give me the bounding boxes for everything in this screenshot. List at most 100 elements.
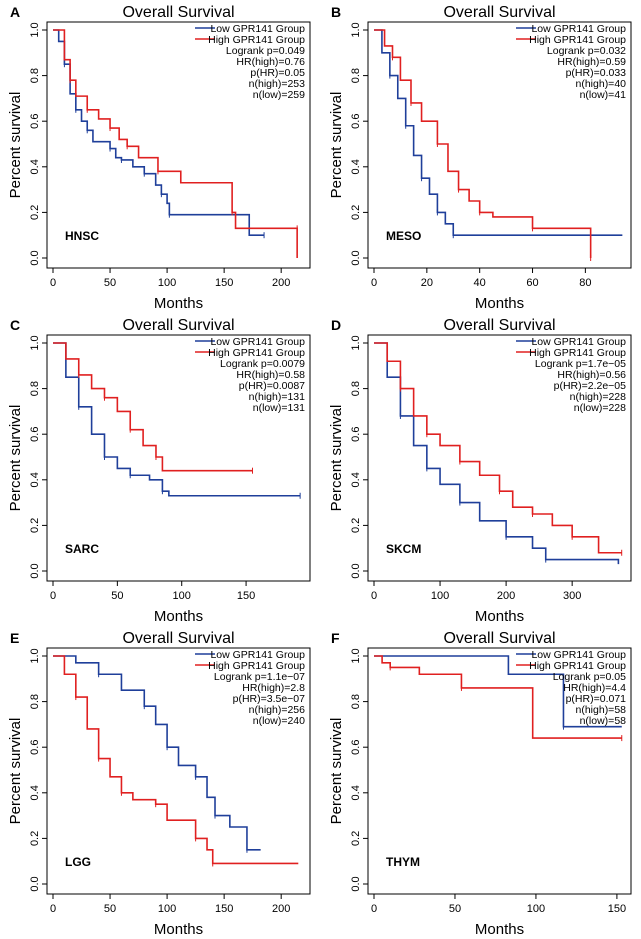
x-tick-label: 200 <box>497 590 515 602</box>
y-tick-label: 0.2 <box>350 831 362 846</box>
x-tick-label: 200 <box>272 903 290 915</box>
x-axis-label: Months <box>475 608 524 625</box>
y-tick-label: 0.6 <box>350 740 362 755</box>
x-axis-label: Months <box>154 608 203 625</box>
y-tick-label: 0.8 <box>350 68 362 83</box>
stat-label: p(HR)=0.071 <box>566 693 627 705</box>
y-tick-label: 0.0 <box>350 250 362 265</box>
x-tick-label: 200 <box>272 277 290 289</box>
stat-label: p(HR)=0.0087 <box>239 380 305 392</box>
chart-title: Overall Survival <box>122 630 234 647</box>
panel-c: C Overall Survival 0 50 100 150 0.0 0.2 0.4 0.6 0.… <box>0 313 320 626</box>
x-tick-label: 40 <box>474 277 486 289</box>
y-tick-label: 0.0 <box>350 563 362 578</box>
stat-label: n(high)=131 <box>249 391 305 403</box>
y-tick-label: 1.0 <box>29 22 41 37</box>
y-axis-label: Percent survival <box>7 405 24 512</box>
km-plot: E Overall Survival 0 50 100 150 200 0.0 0.2 0.4 0.… <box>7 630 311 938</box>
x-tick-label: 80 <box>579 277 591 289</box>
chart-title: Overall Survival <box>122 317 234 334</box>
y-tick-label: 0.4 <box>350 159 362 174</box>
y-tick-label: 0.6 <box>29 427 41 442</box>
stat-label: HR(high)=0.59 <box>557 56 626 68</box>
x-tick-label: 50 <box>111 590 123 602</box>
legend-entry: High GPR141 Group <box>529 660 626 672</box>
x-tick-label: 100 <box>158 903 176 915</box>
cancer-type-label: SKCM <box>386 542 421 556</box>
stat-label: n(low)=240 <box>253 715 305 727</box>
km-plot: F Overall Survival 0 50 100 150 0.0 0.2 0.4 0.6 0.… <box>328 630 632 938</box>
y-tick-label: 0.0 <box>350 876 362 891</box>
stat-label: n(low)=58 <box>580 715 627 727</box>
y-tick-label: 0.2 <box>29 205 41 220</box>
plot-frame <box>46 21 311 269</box>
y-axis-label: Percent survival <box>328 405 345 512</box>
chart-title: Overall Survival <box>122 4 234 21</box>
legend-entry: Low GPR141 Group <box>531 336 626 348</box>
panel-letter: E <box>10 630 19 646</box>
stat-label: n(high)=58 <box>576 704 627 716</box>
legend-entry: Low GPR141 Group <box>210 336 305 348</box>
y-tick-label: 0.8 <box>29 381 41 396</box>
y-tick-label: 0.8 <box>29 694 41 709</box>
y-tick-label: 0.6 <box>350 114 362 129</box>
legend-entry: High GPR141 Group <box>529 34 626 46</box>
legend-entry: High GPR141 Group <box>529 347 626 359</box>
low-group-curve <box>374 655 622 728</box>
x-tick-label: 300 <box>563 590 581 602</box>
cancer-type-label: SARC <box>65 542 99 556</box>
y-tick-label: 0.8 <box>350 694 362 709</box>
x-tick-label: 100 <box>173 590 191 602</box>
y-tick-label: 0.0 <box>29 250 41 265</box>
x-tick-label: 150 <box>608 903 626 915</box>
low-group-curve <box>374 342 620 565</box>
panel-letter: C <box>10 317 20 333</box>
y-tick-label: 0.0 <box>29 563 41 578</box>
high-group-curve <box>53 655 299 865</box>
stat-label: p(HR)=3.5e−07 <box>233 693 306 705</box>
y-tick-label: 0.6 <box>29 740 41 755</box>
y-tick-label: 0.2 <box>29 831 41 846</box>
y-tick-label: 0.8 <box>29 68 41 83</box>
legend-entry: High GPR141 Group <box>208 660 305 672</box>
x-tick-label: 50 <box>449 903 461 915</box>
y-tick-label: 0.6 <box>350 427 362 442</box>
stat-label: p(HR)=2.2e−05 <box>554 380 627 392</box>
stat-label: HR(high)=0.56 <box>557 369 626 381</box>
y-tick-label: 0.2 <box>350 518 362 533</box>
plot-frame <box>367 647 632 895</box>
panel-a: A Overall Survival 0 50 100 150 200 0.0 0.2 0.4 0.… <box>0 0 320 313</box>
low-group-curve <box>53 29 265 236</box>
chart-title: Overall Survival <box>443 630 555 647</box>
km-plot: A Overall Survival 0 50 100 150 200 0.0 0.2 0.4 0.… <box>7 4 311 312</box>
high-group-curve <box>53 29 298 258</box>
chart-title: Overall Survival <box>443 4 555 21</box>
chart-title: Overall Survival <box>443 317 555 334</box>
y-tick-label: 0.4 <box>29 785 41 800</box>
y-tick-label: 1.0 <box>29 335 41 350</box>
cancer-type-label: LGG <box>65 855 91 869</box>
panel-letter: A <box>10 4 20 20</box>
panel-letter: D <box>331 317 341 333</box>
x-tick-label: 50 <box>104 903 116 915</box>
x-tick-label: 0 <box>50 590 56 602</box>
cancer-type-label: THYM <box>386 855 420 869</box>
x-tick-label: 100 <box>527 903 545 915</box>
stat-label: n(low)=41 <box>580 89 627 101</box>
x-tick-label: 150 <box>215 277 233 289</box>
x-tick-label: 60 <box>526 277 538 289</box>
plot-frame <box>367 21 632 269</box>
x-tick-label: 0 <box>371 590 377 602</box>
stat-label: Logrank p=0.049 <box>226 45 305 57</box>
y-tick-label: 1.0 <box>29 648 41 663</box>
panel-letter: F <box>331 630 340 646</box>
legend-entry: High GPR141 Group <box>208 347 305 359</box>
x-axis-label: Months <box>154 295 203 312</box>
stat-label: n(high)=40 <box>576 78 627 90</box>
y-tick-label: 0.4 <box>350 785 362 800</box>
y-axis-label: Percent survival <box>328 718 345 825</box>
plot-frame <box>46 647 311 895</box>
y-tick-label: 0.4 <box>350 472 362 487</box>
y-axis-label: Percent survival <box>7 718 24 825</box>
